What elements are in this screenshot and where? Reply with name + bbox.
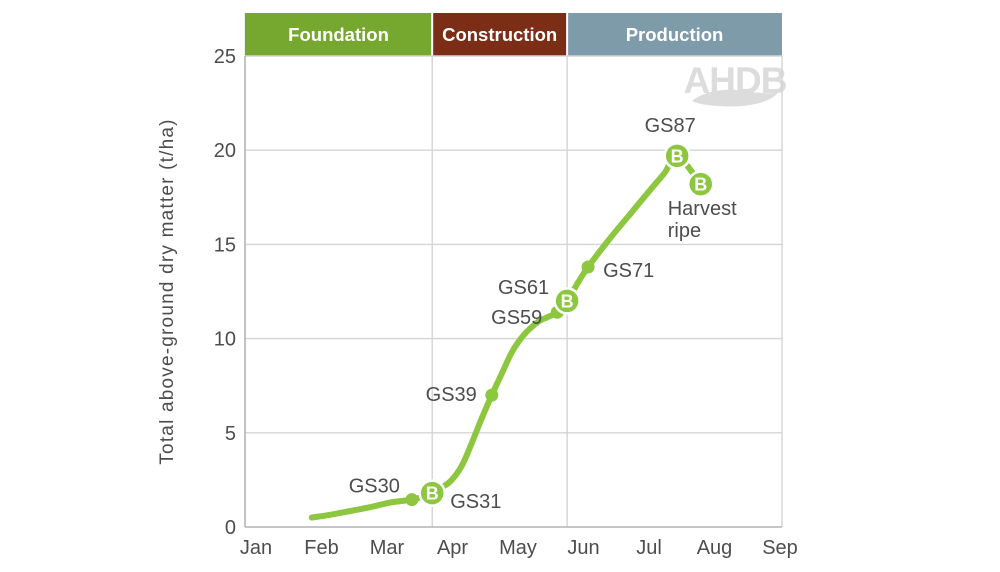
stage-label: GS59 [491,307,542,329]
stage-label: GS31 [450,491,501,513]
y-tick-label: 0 [225,517,236,539]
marker-gs61: B GS61 [498,277,581,315]
y-tick-label: 10 [214,329,236,351]
x-tick-label: Feb [304,537,338,559]
y-tick-label: 15 [214,234,236,256]
benchmark-circle-icon [686,170,715,198]
benchmark-circle-icon [553,287,581,315]
marker-gs30: GS30 [349,476,419,507]
benchmark-letter: B [694,175,707,195]
y-tick-label: 5 [225,423,236,445]
stage-label: GS71 [603,260,654,282]
y-tick-label: 25 [214,46,236,68]
marker-gs87: B GS87 [645,115,696,170]
benchmark-circle-icon [663,142,691,170]
phase-label: Production [626,24,724,45]
tick-labels: 0 5 10 15 20 25 Jan Feb Mar Apr May Jun Jul Aug Sep [214,46,798,559]
gridlines [245,55,782,527]
x-tick-label: Jul [636,537,662,559]
phase-label: Construction [442,24,557,45]
stage-label: GS87 [645,115,696,137]
x-tick-label: Sep [762,537,798,559]
x-tick-label: May [499,537,537,559]
y-axis-title: Total above-ground dry matter (t/ha) [157,118,178,464]
x-tick-label: Aug [697,537,733,559]
benchmark-circle-icon [418,479,446,507]
x-tick-label: Jun [567,537,599,559]
x-tick-label: Jan [240,537,272,559]
axes [244,56,783,528]
phase-band-foundation [244,13,433,56]
phase-band-construction [432,13,568,56]
stage-label: Harvest [668,198,737,220]
stage-label: ripe [668,220,701,242]
phase-label: Foundation [288,24,389,45]
benchmark-letter: B [671,146,684,166]
x-tick-label: Apr [437,537,468,559]
watermark-wave-icon [692,89,778,107]
dry-matter-curve [308,152,704,521]
stage-dot-icon [581,260,595,274]
benchmark-letter: B [426,484,439,504]
stage-label: GS61 [498,277,549,299]
marker-gs31: B GS31 [418,479,501,513]
y-tick-label: 20 [214,140,236,162]
stage-label: GS30 [349,476,400,498]
marker-gs39: GS39 [426,384,499,406]
benchmark-letter: B [561,291,574,311]
phase-band-production [567,13,782,56]
marker-gs71: GS71 [581,260,654,282]
ahdb-watermark: AHDB [684,60,788,107]
stage-dot-icon [405,493,419,507]
x-tick-label: Mar [370,537,405,559]
stage-label: GS39 [426,384,477,406]
phase-bands: Foundation Construction Production [244,13,782,56]
data-points: GS30 B GS31 GS39 GS59 B GS61 GS71 B GS87 B Harvestr… [349,115,737,513]
stage-dot-icon [485,388,499,402]
